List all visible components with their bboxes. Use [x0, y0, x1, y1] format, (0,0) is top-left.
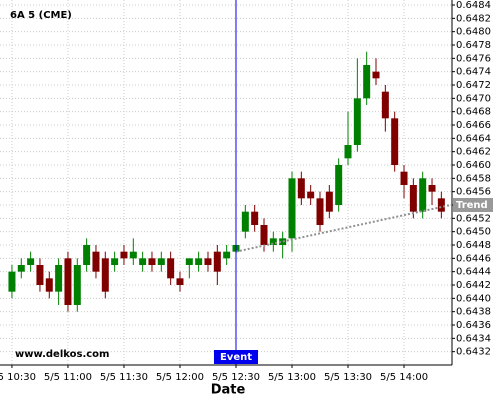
y-tick-label: 0.6444	[456, 267, 491, 278]
x-tick-label: 5/5 12:00	[156, 372, 204, 383]
candle-body	[335, 165, 343, 205]
candle-body	[363, 65, 371, 99]
x-tick-label: 5/5 12:30	[212, 372, 260, 383]
event-label: Event	[220, 352, 252, 363]
candle-body	[111, 258, 119, 265]
candle-body	[185, 258, 193, 265]
y-tick-label: 0.6436	[456, 320, 491, 331]
y-tick-label: 0.6476	[456, 53, 491, 64]
y-tick-label: 0.6482	[456, 13, 491, 24]
candle-body	[167, 258, 175, 279]
y-tick-label: 0.6474	[456, 67, 491, 78]
candle-body	[139, 258, 147, 265]
y-tick-label: 0.6462	[456, 147, 491, 158]
candle-body	[195, 258, 203, 265]
candle-body	[325, 191, 333, 212]
candle-body	[129, 251, 137, 259]
y-tick-label: 0.6434	[456, 333, 491, 344]
candle-body	[36, 265, 44, 285]
x-tick-label: 5/5 11:30	[100, 372, 148, 383]
candle-body	[428, 185, 436, 192]
y-tick-label: 0.6460	[456, 160, 491, 171]
candle-body	[17, 265, 25, 272]
y-tick-label: 0.6432	[456, 347, 491, 358]
candle-body	[400, 171, 408, 185]
candle-body	[279, 238, 287, 245]
candle-body	[92, 251, 100, 272]
candle-body	[8, 271, 16, 292]
candle-body	[45, 278, 53, 292]
candle-body	[157, 258, 165, 265]
y-tick-label: 0.6440	[456, 293, 491, 304]
candle-body	[223, 251, 231, 259]
candle-body	[353, 98, 361, 145]
candle-body	[55, 265, 63, 292]
y-tick-label: 0.6456	[456, 187, 491, 198]
y-tick-label: 0.6484	[456, 0, 491, 11]
y-tick-label: 0.6442	[456, 280, 491, 291]
candle-body	[297, 178, 305, 199]
candle-body	[409, 185, 417, 212]
y-tick-label: 0.6466	[456, 120, 491, 131]
candle-body	[101, 258, 109, 292]
candle-body	[204, 258, 212, 265]
x-tick-label: 5/5 10:30	[0, 372, 36, 383]
y-tick-label: 0.6464	[456, 133, 491, 144]
candle-body	[288, 178, 296, 239]
candle-body	[372, 71, 380, 79]
chart-title: 6A 5 (CME)	[10, 10, 72, 21]
x-axis-title: Date	[211, 383, 246, 398]
y-tick-label: 0.6438	[456, 307, 491, 318]
candle-body	[251, 211, 259, 225]
event-label-bg	[213, 350, 258, 364]
candle-body	[316, 198, 324, 225]
candle-body	[391, 118, 399, 165]
y-tick-label: 0.6458	[456, 173, 491, 184]
candle-body	[381, 91, 389, 119]
candle-body	[260, 225, 268, 245]
trend-line	[235, 204, 451, 253]
y-tick-label: 0.6446	[456, 253, 491, 264]
candle-body	[27, 258, 35, 265]
x-tick-label: 5/5 14:00	[380, 372, 428, 383]
x-tick-label: 5/5 13:30	[324, 372, 372, 383]
candle-body	[73, 265, 81, 305]
x-tick-label: 5/5 11:00	[44, 372, 92, 383]
candle-body	[120, 251, 128, 259]
x-tick-label: 5/5 13:00	[268, 372, 316, 383]
candle-body	[64, 258, 72, 305]
candle-body	[344, 145, 352, 159]
trend-label-bg	[453, 198, 493, 212]
candle-body	[148, 258, 156, 265]
candle-body	[419, 178, 427, 212]
y-tick-label: 0.6470	[456, 93, 491, 104]
watermark: www.delkos.com	[15, 349, 109, 360]
candle-body	[437, 198, 445, 212]
y-tick-label: 0.6452	[456, 213, 491, 224]
candle-body	[213, 251, 221, 272]
y-tick-label: 0.6478	[456, 40, 491, 51]
y-tick-label: 0.6450	[456, 227, 491, 238]
y-tick-label: 0.6468	[456, 107, 491, 118]
candle-body	[307, 191, 315, 199]
candle-body	[176, 278, 184, 285]
candle-body	[241, 211, 249, 232]
y-tick-label: 0.6448	[456, 240, 491, 251]
y-tick-label: 0.6480	[456, 27, 491, 38]
candle-body	[83, 245, 91, 265]
y-tick-label: 0.6472	[456, 80, 491, 91]
candle-body	[269, 238, 277, 245]
trend-label: Trend	[456, 200, 488, 211]
